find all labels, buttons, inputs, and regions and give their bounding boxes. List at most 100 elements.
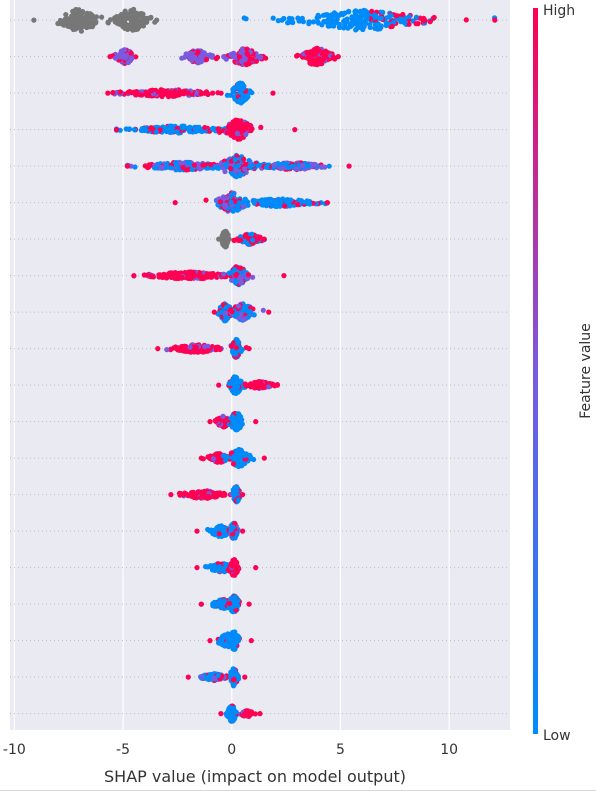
- shap-point: [154, 17, 160, 23]
- shap-point: [344, 19, 350, 25]
- shap-point: [306, 21, 312, 27]
- shap-point: [230, 349, 236, 355]
- shap-point: [228, 199, 234, 205]
- shap-point: [388, 12, 394, 18]
- shap-point: [189, 166, 195, 173]
- shap-point: [394, 13, 400, 19]
- shap-point: [230, 524, 236, 530]
- shap-point: [271, 162, 277, 168]
- shap-point: [369, 8, 375, 14]
- feature-row-points: [124, 152, 352, 180]
- shap-point: [311, 47, 317, 53]
- shap-point: [190, 269, 196, 275]
- shap-point: [341, 25, 347, 31]
- x-axis-ticks: -10 -5 0 5 10: [3, 742, 458, 758]
- colorbar-low-label: Low: [543, 728, 571, 744]
- shap-point: [415, 21, 421, 27]
- shap-point: [121, 13, 127, 19]
- shap-point: [208, 162, 214, 168]
- shap-point: [243, 16, 249, 22]
- shap-point: [181, 344, 187, 350]
- shap-point: [176, 165, 182, 171]
- shap-point: [228, 92, 234, 98]
- shap-point: [230, 709, 237, 715]
- shap-point: [218, 711, 224, 717]
- shap-point: [243, 61, 249, 67]
- shap-point: [268, 196, 274, 203]
- shap-point: [288, 197, 294, 203]
- shap-point: [463, 17, 469, 23]
- shap-point: [122, 47, 128, 53]
- shap-point: [180, 492, 187, 498]
- shap-point: [207, 419, 213, 425]
- shap-point: [228, 635, 234, 641]
- shap-point: [186, 492, 192, 498]
- shap-point: [137, 92, 143, 98]
- shap-point: [243, 161, 249, 167]
- shap-point: [140, 15, 146, 21]
- shap-point: [149, 88, 155, 94]
- shap-point: [231, 671, 237, 677]
- feature-row-points: [172, 190, 330, 214]
- shap-point: [233, 382, 239, 388]
- shap-point: [230, 51, 236, 57]
- shap-point: [116, 21, 122, 27]
- shap-point: [198, 455, 204, 461]
- shap-point: [230, 206, 236, 213]
- shap-point: [282, 203, 288, 209]
- shap-point: [123, 51, 129, 57]
- shap-point: [158, 87, 164, 93]
- shap-point: [230, 461, 237, 467]
- colorbar-title: Feature value: [578, 323, 594, 419]
- shap-point: [221, 232, 227, 238]
- shap-point: [31, 17, 37, 23]
- shap-point: [132, 164, 138, 170]
- shap-point: [372, 22, 378, 28]
- shap-point: [67, 17, 73, 23]
- shap-point: [112, 16, 118, 22]
- shap-point: [93, 14, 100, 20]
- shap-point: [413, 14, 419, 20]
- shap-point: [198, 275, 205, 281]
- shap-point: [180, 165, 186, 171]
- shap-point: [318, 164, 325, 170]
- shap-point: [127, 126, 133, 132]
- shap-point: [278, 165, 284, 171]
- shap-point: [78, 28, 84, 34]
- shap-point: [336, 24, 343, 30]
- shap-point: [492, 17, 498, 23]
- shap-point: [90, 19, 96, 25]
- shap-point: [70, 26, 76, 33]
- shap-point: [232, 198, 238, 204]
- shap-point: [320, 51, 326, 57]
- shap-point: [249, 90, 255, 96]
- shap-point: [249, 231, 255, 237]
- shap-point: [222, 457, 229, 463]
- shap-point: [231, 453, 237, 460]
- shap-point: [236, 315, 242, 321]
- shap-point: [199, 128, 205, 135]
- shap-point: [233, 117, 239, 123]
- shap-point: [246, 601, 252, 607]
- shap-point: [245, 272, 252, 278]
- shap-point: [292, 127, 298, 133]
- shap-point: [211, 563, 217, 569]
- shap-point: [406, 21, 412, 27]
- shap-point: [124, 163, 130, 169]
- shap-point: [113, 127, 120, 133]
- shap-point: [191, 162, 197, 168]
- shap-point: [166, 127, 172, 133]
- shap-point: [172, 200, 178, 206]
- shap-point: [118, 52, 124, 58]
- shap-point: [181, 123, 187, 129]
- shap-point: [238, 279, 244, 285]
- shap-point: [263, 202, 269, 208]
- shap-point: [331, 23, 337, 29]
- shap-point: [217, 199, 223, 205]
- shap-point: [355, 22, 361, 28]
- shap-point: [203, 197, 209, 203]
- shap-point: [220, 635, 226, 641]
- shap-point: [194, 528, 200, 534]
- shap-point: [159, 164, 165, 170]
